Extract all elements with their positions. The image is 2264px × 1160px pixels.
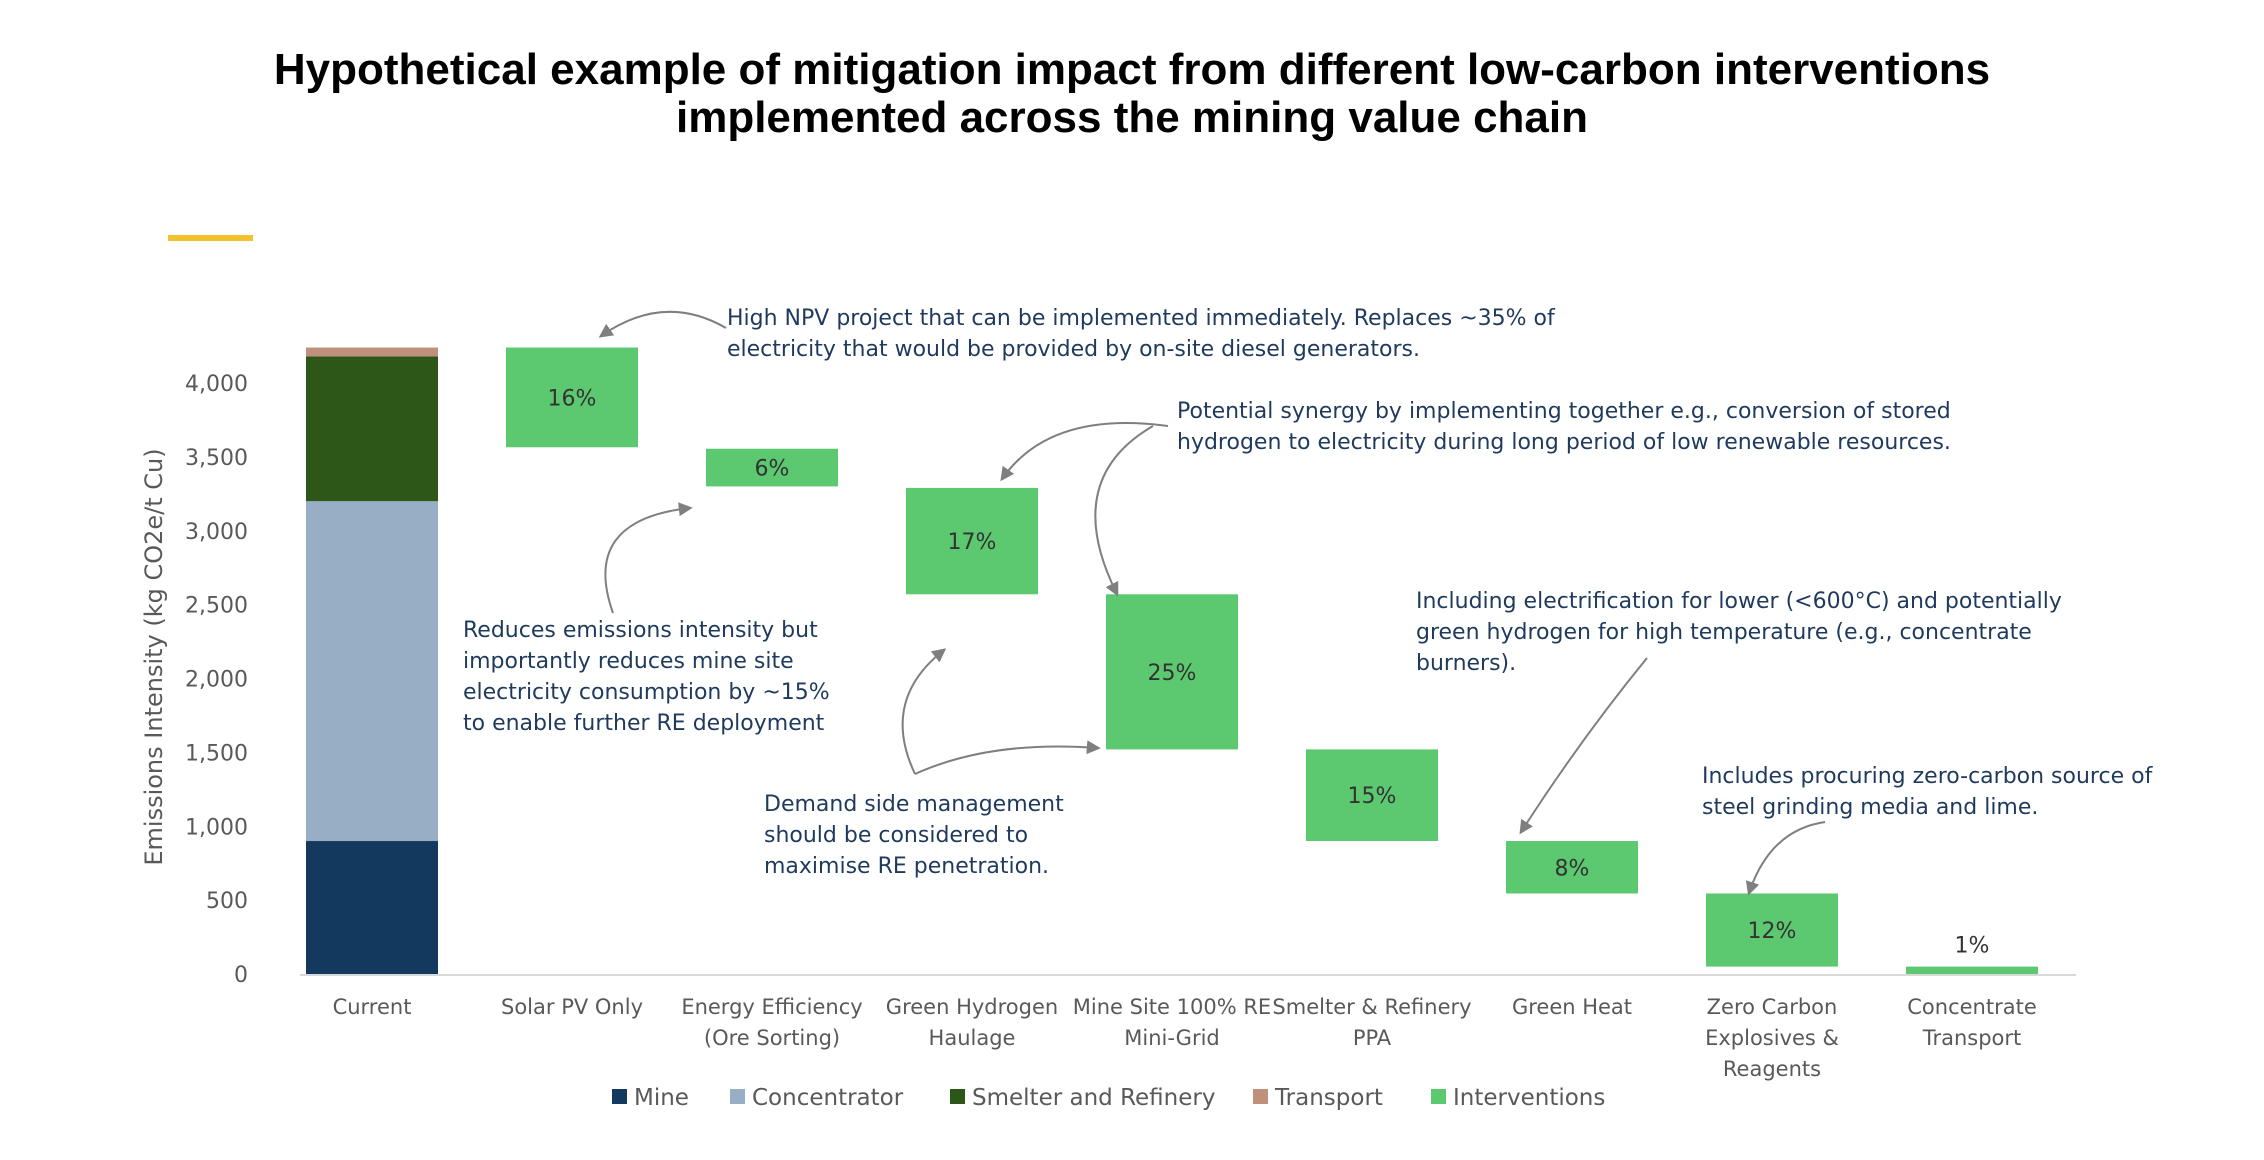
annotation-text: Includes procuring zero-carbon source of: [1702, 764, 2154, 789]
bar-current-concentrator: [306, 501, 438, 842]
y-tick-label: 500: [206, 889, 248, 914]
legend-label: Smelter and Refinery: [972, 1085, 1215, 1111]
x-tick-label: Concentrate: [1907, 995, 2037, 1019]
annotation-text: importantly reduces mine site: [463, 649, 794, 674]
x-tick-label: Current: [333, 995, 412, 1019]
annotation-text: Demand side management: [764, 792, 1064, 817]
x-tick-label: Mine Site 100% RE: [1073, 995, 1271, 1019]
data-label: 12%: [1748, 919, 1797, 944]
legend-swatch: [950, 1089, 965, 1104]
legend-swatch: [612, 1089, 627, 1104]
chart-title-line-2: implemented across the mining value chai…: [676, 93, 1588, 142]
data-label: 15%: [1348, 784, 1397, 809]
legend-swatch: [1431, 1089, 1446, 1104]
bar-intervention: [1906, 966, 2038, 974]
legend-label: Concentrator: [752, 1085, 904, 1111]
y-tick-label: 1,000: [185, 815, 248, 840]
annotation-text: should be considered to: [764, 823, 1028, 848]
annotation-arrow: [901, 648, 947, 775]
bar-intervention: [1106, 594, 1238, 750]
y-tick-label: 0: [234, 963, 248, 988]
bar-intervention: [506, 347, 638, 448]
x-tick-label: Energy Efficiency: [681, 995, 862, 1019]
annotation-text: electricity consumption by ~15%: [463, 680, 830, 705]
annotation-arrow: [598, 310, 727, 338]
x-tick-label: Green Hydrogen: [886, 995, 1058, 1019]
x-tick-label: Solar PV Only: [501, 995, 643, 1019]
chart-title-line-1: Hypothetical example of mitigation impac…: [274, 45, 1990, 94]
y-tick-label: 4,000: [185, 372, 248, 397]
data-label: 6%: [755, 457, 790, 482]
annotation-arrow: [914, 740, 1101, 775]
bar-intervention: [1706, 893, 1838, 967]
data-label: 25%: [1148, 661, 1197, 686]
x-tick-label: Smelter & Refinery: [1272, 995, 1471, 1019]
bar-current-mine: [306, 841, 438, 974]
annotation-text: High NPV project that can be implemented…: [727, 306, 1556, 331]
legend-label: Transport: [1274, 1085, 1383, 1111]
annotation-text: maximise RE penetration.: [764, 854, 1049, 879]
x-tick-label: Explosives &: [1705, 1026, 1839, 1050]
annotation-arrow: [1519, 657, 1648, 835]
bar-intervention: [906, 487, 1038, 595]
annotation-text: Reduces emissions intensity but: [463, 618, 818, 643]
x-tick-label: Mini-Grid: [1124, 1026, 1220, 1050]
annotation-text: hydrogen to electricity during long peri…: [1177, 430, 1951, 455]
annotation-text: Including electrification for lower (<60…: [1416, 589, 2062, 614]
x-tick-label: PPA: [1353, 1026, 1392, 1050]
x-tick-label: Haulage: [929, 1026, 1016, 1050]
y-tick-label: 2,500: [185, 594, 248, 619]
bar-intervention: [1306, 749, 1438, 842]
bar-current-transport: [306, 347, 438, 357]
data-label: 16%: [548, 386, 597, 411]
y-tick-label: 3,000: [185, 520, 248, 545]
legend-swatch: [1253, 1089, 1268, 1104]
bar-intervention: [1506, 841, 1638, 894]
x-tick-label: Transport: [1922, 1026, 2022, 1050]
data-label: 1%: [1955, 934, 1990, 959]
bar-intervention: [706, 448, 838, 487]
bar-current-smelter-and-refinery: [306, 356, 438, 502]
x-tick-label: (Ore Sorting): [704, 1026, 840, 1050]
accent-bar: [168, 235, 253, 241]
annotation-arrow: [1094, 425, 1154, 597]
x-tick-label: Green Heat: [1512, 995, 1632, 1019]
annotation-arrow: [1745, 821, 1826, 896]
data-label: 17%: [948, 530, 997, 555]
x-tick-label: Reagents: [1723, 1057, 1821, 1081]
annotation-text: green hydrogen for high temperature (e.g…: [1416, 620, 2032, 645]
data-label: 8%: [1555, 856, 1590, 881]
x-tick-label: Zero Carbon: [1707, 995, 1838, 1019]
y-axis-title: Emissions Intensity (kg CO2e/t Cu): [140, 448, 168, 865]
y-tick-label: 1,500: [185, 741, 248, 766]
y-tick-label: 2,000: [185, 668, 248, 693]
legend-label: Mine: [634, 1085, 689, 1111]
legend-label: Interventions: [1453, 1085, 1605, 1111]
annotation-text: burners).: [1416, 651, 1516, 676]
y-tick-label: 3,500: [185, 446, 248, 471]
annotation-text: steel grinding media and lime.: [1702, 795, 2038, 820]
annotation-text: to enable further RE deployment: [463, 711, 825, 736]
annotation-arrow: [604, 502, 693, 614]
annotation-arrow: [1000, 422, 1169, 482]
annotation-text: Potential synergy by implementing togeth…: [1177, 399, 1951, 424]
legend-swatch: [730, 1089, 745, 1104]
annotation-text: electricity that would be provided by on…: [727, 337, 1420, 362]
